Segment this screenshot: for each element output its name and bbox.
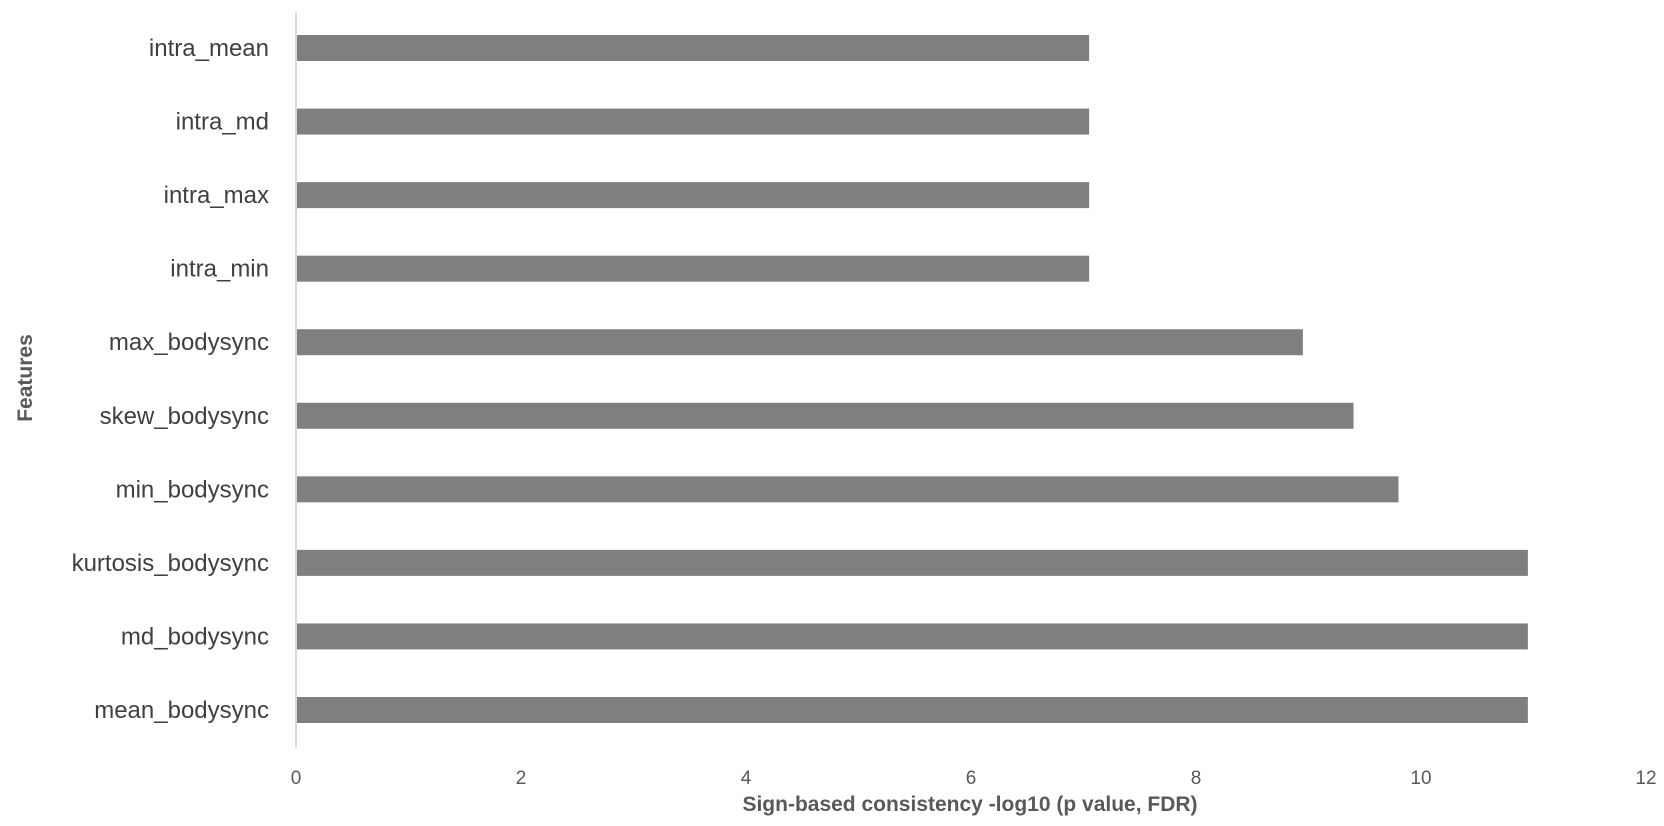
category-label: intra_md xyxy=(176,109,269,136)
x-tick-label: 2 xyxy=(516,768,527,789)
category-label: kurtosis_bodysync xyxy=(72,550,269,577)
category-label: mean_bodysync xyxy=(94,697,269,724)
category-label: skew_bodysync xyxy=(100,403,269,430)
bar-min-bodysync xyxy=(296,476,1399,503)
bars-layer xyxy=(296,35,1528,723)
category-label: intra_max xyxy=(164,182,269,209)
x-tick-label: 10 xyxy=(1410,768,1431,789)
category-label: min_bodysync xyxy=(116,476,269,503)
category-label: md_bodysync xyxy=(121,623,269,650)
bar-max-bodysync xyxy=(296,329,1303,356)
x-axis-title: Sign-based consistency -log10 (p value, … xyxy=(742,793,1197,816)
x-tick-label: 0 xyxy=(291,768,302,789)
bar-intra-max xyxy=(296,182,1090,209)
category-labels: intra_mean intra_md intra_max intra_min max_… xyxy=(72,35,269,724)
bar-intra-mean xyxy=(296,35,1090,61)
category-label: intra_min xyxy=(170,256,269,283)
bar-skew-bodysync xyxy=(296,402,1354,429)
x-tick-label: 6 xyxy=(966,768,977,789)
category-label: max_bodysync xyxy=(109,329,269,356)
x-tick-label: 12 xyxy=(1635,768,1656,789)
bar-mean-bodysync xyxy=(296,697,1528,723)
bar-intra-md xyxy=(296,108,1090,135)
x-tick-label: 4 xyxy=(741,768,752,789)
x-tick-label: 8 xyxy=(1191,768,1202,789)
x-tick-labels: 0 2 4 6 8 10 12 xyxy=(291,768,1657,789)
category-label: intra_mean xyxy=(149,35,269,62)
bar-md-bodysync xyxy=(296,623,1528,650)
bar-kurtosis-bodysync xyxy=(296,549,1528,576)
y-axis-title: Features xyxy=(14,334,37,422)
bar-intra-min xyxy=(296,255,1090,282)
